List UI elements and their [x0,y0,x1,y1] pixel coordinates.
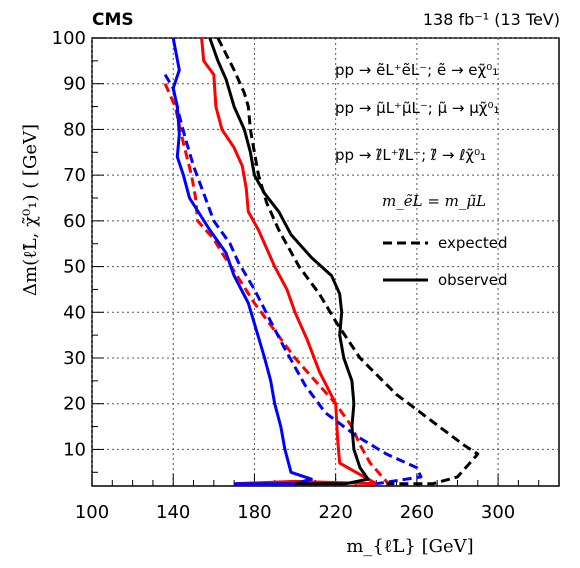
legend-mass-condition: m_ẽL = m_μ̃L [382,192,486,210]
legend-entry-selectron: pp → ẽL⁺ẽL⁻; ẽ → eχ̃⁰₁ [335,61,498,79]
limit-curves [163,37,480,486]
y-tick-label: 10 [63,439,86,460]
x-tick-label: 260 [400,502,434,523]
series-selectron-observed [200,37,378,486]
y-tick-label: 70 [63,165,86,186]
y-tick-label: 30 [63,348,86,369]
series-selectron-expected [163,83,390,485]
x-tick-label: 220 [318,502,352,523]
luminosity-label: 138 fb⁻¹ (13 TeV) [423,10,560,29]
legend-expected-label: expected [438,234,507,252]
y-tick-label: 100 [52,28,86,49]
axis-ticks: 100 140 180 220 260 300 10 20 30 40 50 60 70 80 90 100 [52,28,540,523]
series-smuon-expected [163,73,423,486]
experiment-label: CMS [92,10,134,30]
legend: pp → ẽL⁺ẽL⁻; ẽ → eχ̃⁰₁ pp → μ̃L⁺μ̃L⁻; μ̃… [335,61,508,289]
y-axis-label: Δm(ℓ̃L, χ̃⁰₁) ( [GeV] [20,124,41,296]
series-combined-expected [216,37,480,486]
x-tick-label: 300 [481,502,515,523]
x-axis-label: m_{ℓ̃L} [GeV] [346,536,473,557]
x-tick-label: 140 [156,502,190,523]
series-smuon-observed [171,37,313,486]
y-tick-label: 50 [63,257,86,278]
y-tick-label: 90 [63,74,86,95]
y-tick-label: 20 [63,394,86,415]
legend-entry-combined: pp → ℓ̃L⁺ℓ̃L⁻; ℓ̃ → ℓχ̃⁰₁ [335,146,486,164]
legend-entry-smuon: pp → μ̃L⁺μ̃L⁻; μ̃ → μχ̃⁰₁ [335,99,500,117]
x-tick-label: 180 [237,502,271,523]
plot-frame [91,37,560,487]
y-tick-label: 80 [63,119,86,140]
y-tick-label: 40 [63,302,86,323]
y-tick-label: 60 [63,211,86,232]
series-combined-observed [208,37,370,486]
x-tick-label: 100 [75,502,109,523]
legend-observed-label: observed [438,271,508,289]
